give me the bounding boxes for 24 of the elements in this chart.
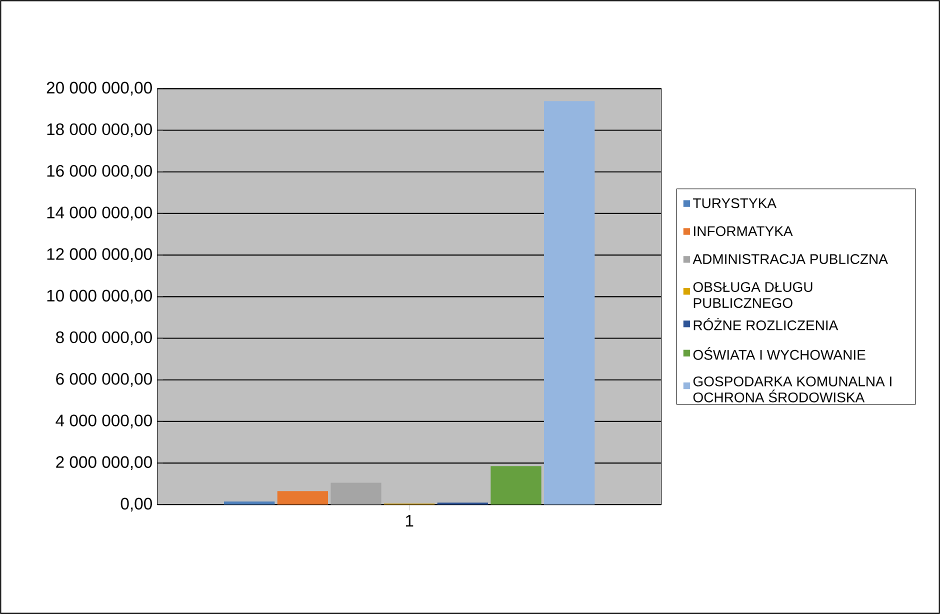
legend-label: RÓŻNE ROZLICZENIA bbox=[694, 318, 838, 330]
y-tick-label: 2 000 000,00 bbox=[56, 456, 152, 470]
y-tick-label: 18 000 000,00 bbox=[47, 123, 152, 138]
bar bbox=[490, 466, 542, 505]
y-tick-label: 0,00 bbox=[120, 498, 152, 512]
y-tick-label: 4 000 000,00 bbox=[56, 414, 152, 428]
y-tick-label: 14 000 000,00 bbox=[47, 206, 152, 220]
y-tick-label: 20 000 000,00 bbox=[46, 82, 152, 96]
bar bbox=[277, 491, 328, 505]
legend-label: INFORMATYKA bbox=[694, 226, 793, 236]
legend-label: TURYSTYKA bbox=[693, 198, 776, 208]
bar bbox=[330, 482, 382, 505]
y-tick-label: 8 000 000,00 bbox=[56, 331, 152, 346]
bar bbox=[544, 101, 595, 505]
legend-label: OBSŁUGA DŁUGU PUBLICZNEGO bbox=[693, 282, 812, 308]
legend-label: OŚWIATA I WYCHOWANIE bbox=[693, 347, 866, 360]
y-tick-label: 12 000 000,00 bbox=[47, 248, 152, 262]
y-tick-label: 10 000 000,00 bbox=[47, 290, 152, 304]
bar bbox=[224, 502, 275, 505]
y-tick-label: 16 000 000,00 bbox=[47, 164, 152, 179]
x-tick-label: 1 bbox=[406, 515, 414, 527]
y-tick-label: 6 000 000,00 bbox=[56, 372, 152, 387]
legend-label: GOSPODARKA KOMUNALNA I OCHRONA ŚRODOWISKA bbox=[693, 376, 892, 402]
legend-label: ADMINISTRACJA PUBLICZNA bbox=[692, 254, 888, 264]
